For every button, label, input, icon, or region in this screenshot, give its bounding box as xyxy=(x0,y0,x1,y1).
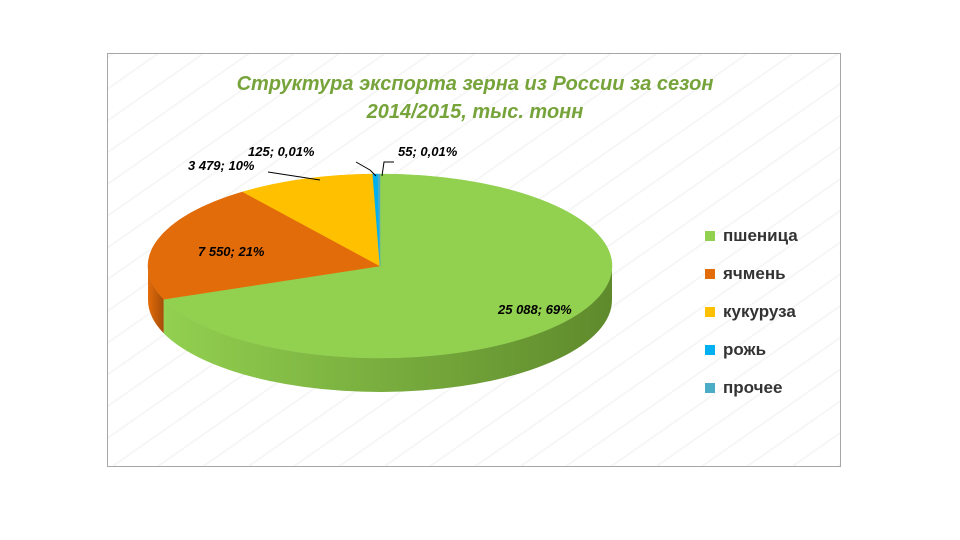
chart-title-line-1: Структура экспорта зерна из России за се… xyxy=(236,73,714,95)
legend-swatch xyxy=(705,231,715,241)
legend-swatch xyxy=(705,345,715,355)
pie-slice-кукуруза xyxy=(242,173,381,267)
legend-label: кукуруза xyxy=(723,302,796,321)
legend-swatch xyxy=(705,383,715,393)
legend-item-пшеница: пшеница xyxy=(705,217,798,255)
legend-label: пшеница xyxy=(723,226,798,245)
legend-label: прочее xyxy=(723,378,783,397)
leader-line-кукуруза xyxy=(267,171,321,181)
pie-side-ячмень xyxy=(148,266,164,334)
pie-slice-прочее xyxy=(377,173,381,267)
data-label-пшеница: 25 088; 69% xyxy=(497,302,572,317)
pie-chart: 25 088; 69% 7 550; 21% 3 479; 10%125; 0,01… xyxy=(147,144,613,392)
leader-line-прочее xyxy=(381,161,394,177)
pie-slice-ячмень xyxy=(147,191,381,300)
chart-title-line-2: 2014/2015, тыс. тонн xyxy=(366,101,584,123)
legend-label: рожь xyxy=(723,340,767,359)
chart-frame: Структура экспорта зерна из России за се… xyxy=(107,53,841,467)
legend-item-прочее: прочее xyxy=(705,369,798,407)
legend-item-рожь: рожь xyxy=(705,331,798,369)
pie-slice-пшеница xyxy=(163,173,613,359)
data-label-ячмень: 7 550; 21% xyxy=(198,244,265,259)
pie-side-пшеница xyxy=(163,266,612,392)
legend-label: ячмень xyxy=(723,264,786,283)
leader-line-рожь xyxy=(355,161,377,177)
data-label-кукуруза: 3 479; 10% xyxy=(188,158,255,173)
legend-item-кукуруза: кукуруза xyxy=(705,293,798,331)
legend-swatch xyxy=(705,269,715,279)
chart-legend: пшеница ячмень кукуруза рожь прочее xyxy=(705,217,798,407)
data-label-прочее: 55; 0,01% xyxy=(398,144,458,159)
data-label-рожь: 125; 0,01% xyxy=(248,144,315,159)
legend-swatch xyxy=(705,307,715,317)
chart-title: Структура экспорта зерна из России за се… xyxy=(108,70,840,126)
legend-item-ячмень: ячмень xyxy=(705,255,798,293)
